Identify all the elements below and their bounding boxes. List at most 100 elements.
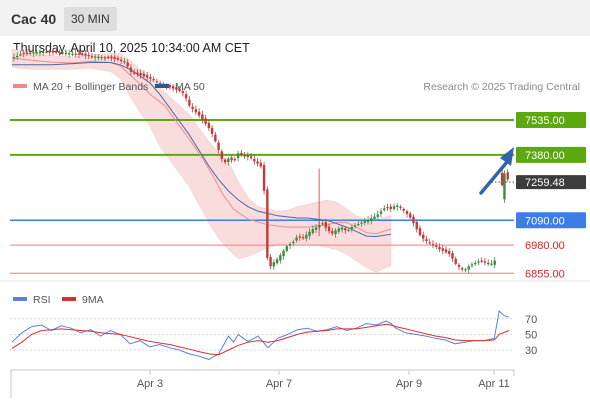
candle-body [412, 216, 415, 224]
candle-body [84, 53, 87, 56]
candle-body [178, 89, 181, 91]
candle-body [347, 229, 350, 232]
candle-body [116, 58, 120, 60]
level-7380-00-tag [516, 146, 586, 163]
candle-body [409, 213, 412, 218]
candle-body [29, 52, 32, 54]
candle-body [207, 122, 211, 128]
candle-body [279, 255, 282, 261]
candle-body [145, 75, 149, 78]
rsi-tick-30: 30 [525, 345, 537, 357]
x-tick-label: Apr 11 [478, 378, 510, 390]
candle-body [431, 243, 435, 246]
candle-body [204, 118, 207, 124]
candle-body [288, 243, 292, 246]
candle-body [350, 226, 353, 230]
candle-body [311, 229, 315, 233]
candle-body [396, 205, 399, 208]
candle-body [405, 211, 409, 214]
candle-body [188, 99, 191, 106]
x-tick-label: Apr 3 [137, 378, 163, 390]
candle-body [233, 159, 237, 161]
candle-body [422, 234, 425, 239]
candle-body [25, 52, 29, 54]
candle-body [149, 77, 152, 79]
ma50-legend-swatch [155, 84, 169, 88]
candle-body [97, 56, 100, 58]
candle-body [51, 51, 55, 53]
candle-body [194, 109, 198, 113]
candle-body [386, 207, 389, 209]
rsi-legend-swatch [13, 297, 27, 301]
candle-body [155, 81, 159, 83]
candle-body [357, 223, 360, 226]
candle-body [399, 206, 402, 208]
candle-body [337, 228, 340, 232]
candle-body [379, 211, 383, 214]
candle-body [457, 264, 461, 267]
candle-body [376, 214, 379, 217]
level-7380-00-label: 7380.00 [525, 150, 565, 162]
candle-body [266, 189, 269, 258]
candle-body [240, 152, 243, 155]
candle-body [19, 54, 22, 56]
candle-body [223, 159, 227, 163]
level-6855-00-label: 6855.00 [525, 268, 565, 280]
candle-body [474, 262, 477, 265]
candle-body [344, 228, 347, 231]
candle-body [324, 221, 327, 228]
ma50-line [12, 62, 392, 238]
candle-body [298, 236, 302, 238]
candle-body [113, 56, 116, 59]
candle-body [292, 241, 295, 243]
candle-body [123, 61, 126, 63]
candle-body [129, 67, 133, 72]
ma20-legend-label: MA 20 + Bollinger Bands [33, 81, 148, 93]
candle-body [110, 56, 113, 59]
x-tick-label: Apr 9 [396, 378, 422, 390]
candle-body [467, 266, 470, 270]
candle-body [285, 246, 289, 251]
candle-body [503, 173, 506, 200]
candle-body [103, 57, 107, 59]
candle-body [370, 218, 373, 221]
candle-body [493, 260, 496, 265]
last-price-tag [516, 175, 586, 190]
candle-body [483, 261, 487, 263]
candle-body [295, 237, 298, 241]
rsi-tick-50: 50 [525, 329, 537, 341]
candle-body [282, 250, 285, 257]
candle-body [227, 158, 230, 163]
rsi-ma-legend-label: 9MA [82, 294, 104, 306]
candle-gap-body [500, 172, 504, 185]
candle-body [249, 156, 253, 159]
level-7535-00-tag [516, 112, 586, 128]
candle-body [90, 56, 94, 58]
last-price-label: 7259.48 [525, 177, 565, 189]
candle-body [269, 257, 272, 267]
candle-body [132, 72, 136, 74]
candle-body [314, 227, 318, 230]
rsi-legend-label: RSI [33, 294, 51, 306]
candle-body [301, 237, 305, 239]
candle-body [402, 208, 405, 211]
candle-body [142, 73, 146, 77]
candle-body [272, 262, 276, 267]
candle-body [139, 73, 142, 76]
timeframe-button[interactable]: 30 MIN [64, 7, 117, 31]
candle-body [45, 51, 48, 53]
candle-body [230, 157, 233, 161]
candle-body [461, 268, 464, 270]
candle-body [360, 222, 363, 224]
candle-body [35, 52, 38, 54]
candle-body [275, 259, 279, 264]
candle-body [428, 242, 431, 244]
candle-body [48, 51, 51, 53]
candle-body [220, 151, 224, 160]
candle-body [64, 52, 68, 55]
candle-body [435, 245, 438, 247]
candle-body [119, 59, 123, 61]
candle-body [451, 253, 454, 259]
candle-body [262, 165, 266, 191]
